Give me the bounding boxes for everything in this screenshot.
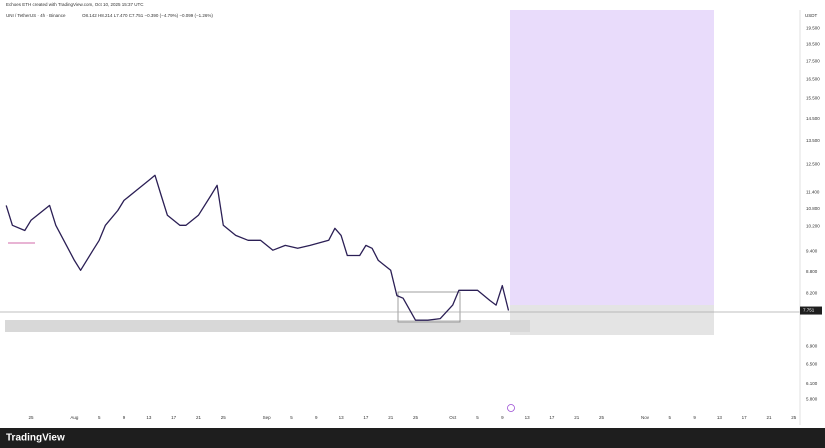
publisher: Echoes ETH created with TradingView.com,…	[6, 2, 144, 7]
x-tick-label: Sep	[263, 415, 272, 420]
x-tick-label: 13	[717, 415, 723, 420]
x-tick-label: 21	[574, 415, 580, 420]
y-tick-label: 10.200	[806, 224, 820, 229]
support-zone	[5, 320, 530, 332]
x-tick-label: Oct	[449, 415, 457, 420]
x-tick-label: 5	[669, 415, 672, 420]
y-tick-label: 8.800	[806, 269, 818, 274]
footer-bar	[0, 428, 825, 448]
x-tick-label: 21	[196, 415, 202, 420]
range-box	[397, 291, 461, 323]
target-zone	[510, 10, 714, 305]
y-tick-label: 5.800	[806, 396, 818, 401]
y-tick-label: 11.400	[806, 190, 820, 195]
last-price-tag	[800, 306, 822, 315]
x-tick-label: 17	[742, 415, 748, 420]
x-tick-label: 25	[791, 415, 797, 420]
x-tick-label: 9	[315, 415, 318, 420]
x-tick-label: 21	[388, 415, 394, 420]
event-icon[interactable]	[507, 404, 515, 412]
x-tick-label: 21	[766, 415, 772, 420]
x-tick-label: 9	[501, 415, 504, 420]
x-tick-label: 13	[339, 415, 345, 420]
x-tick-label: 5	[476, 415, 479, 420]
x-tick-label: 9	[123, 415, 126, 420]
x-tick-label: 13	[525, 415, 531, 420]
x-tick-label: 5	[98, 415, 101, 420]
x-tick-label: 5	[290, 415, 293, 420]
y-axis-label: USDT	[805, 13, 818, 18]
y-tick-label: 6.100	[806, 381, 818, 386]
x-tick-label: 25	[221, 415, 227, 420]
y-tick-label: 15.500	[806, 96, 820, 101]
x-tick-label: 25	[413, 415, 419, 420]
x-tick-label: Nov	[641, 415, 650, 420]
x-tick-label: 25	[599, 415, 605, 420]
x-tick-label: 13	[146, 415, 152, 420]
x-tick-label: 17	[549, 415, 555, 420]
x-tick-label: Aug	[70, 415, 79, 420]
y-tick-label: 13.500	[806, 138, 820, 143]
x-tick-label: 9	[693, 415, 696, 420]
price-line-series	[5, 174, 510, 321]
stop-zone	[510, 305, 714, 335]
y-tick-label: 8.200	[806, 291, 818, 296]
x-tick-label: 17	[171, 415, 177, 420]
y-tick-label: 12.500	[806, 162, 820, 167]
symbol-title: UNI / TetherUS · 4h · Binance	[6, 13, 66, 18]
x-tick-label: 25	[28, 415, 34, 420]
y-tick-label: 19.500	[806, 25, 820, 30]
y-tick-label: 9.400	[806, 249, 818, 254]
x-tick-label: 17	[363, 415, 369, 420]
y-tick-label: 18.500	[806, 42, 820, 47]
ohlc: O8.142 H8.214 L7.470 C7.751 −0.390 (−4.7…	[82, 13, 213, 18]
y-tick-label: 6.500	[806, 362, 818, 367]
y-tick-label: 14.500	[806, 116, 820, 121]
brand: TradingView	[6, 433, 65, 444]
y-tick-label: 16.500	[806, 77, 820, 82]
y-tick-label: 6.900	[806, 343, 818, 348]
y-tick-label: 10.800	[806, 206, 820, 211]
y-tick-label: 17.500	[806, 59, 820, 64]
last-price-label: 7.751	[803, 308, 815, 313]
